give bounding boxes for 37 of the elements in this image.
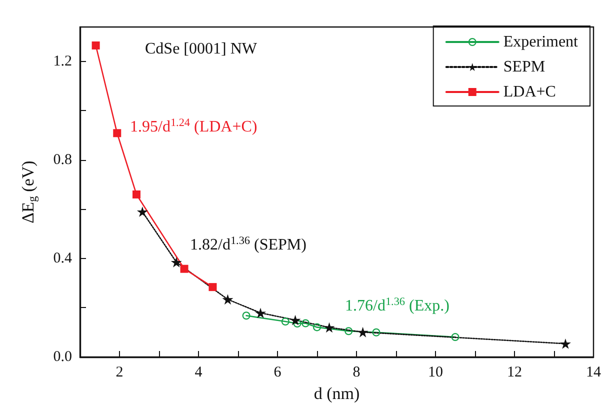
- point: [132, 190, 140, 198]
- point: [313, 323, 321, 332]
- point: [222, 294, 234, 305]
- legend-label: LDA+C: [503, 84, 556, 100]
- point: [136, 206, 148, 217]
- legend-label: SEPM: [503, 58, 546, 76]
- point: [324, 322, 335, 333]
- x-tick-label: 6: [274, 364, 282, 380]
- point: [92, 41, 100, 50]
- point: [170, 256, 182, 268]
- x-tick-label: 12: [507, 364, 522, 380]
- x-tick-label: 8: [352, 364, 360, 380]
- point: [344, 327, 353, 336]
- y-tick-label: 0.8: [53, 152, 72, 168]
- y-tick-label: 0.4: [53, 250, 72, 266]
- point: [255, 308, 266, 318]
- legend-label: Experiment: [503, 34, 579, 50]
- x-tick-label: 14: [586, 364, 602, 380]
- x-tick-label: 4: [194, 364, 203, 380]
- y-tick-label: 0.0: [53, 349, 72, 365]
- point: [242, 312, 250, 320]
- x-tick-label: 2: [116, 364, 124, 380]
- x-tick-label: 10: [428, 364, 443, 380]
- point: [180, 264, 188, 273]
- point: [372, 328, 380, 336]
- point: [290, 314, 301, 326]
- y-tick-label: 1.2: [53, 53, 72, 70]
- point: [357, 326, 368, 338]
- point: [560, 338, 571, 349]
- text: CdSe [0001] NW: [145, 40, 258, 58]
- x-axis-title: d (nm): [314, 384, 360, 403]
- point: [208, 283, 217, 292]
- point: [451, 333, 460, 342]
- point: [302, 319, 310, 328]
- y-axis-title: ΔEg (eV): [18, 160, 39, 224]
- point: [281, 318, 290, 326]
- point: [113, 129, 122, 138]
